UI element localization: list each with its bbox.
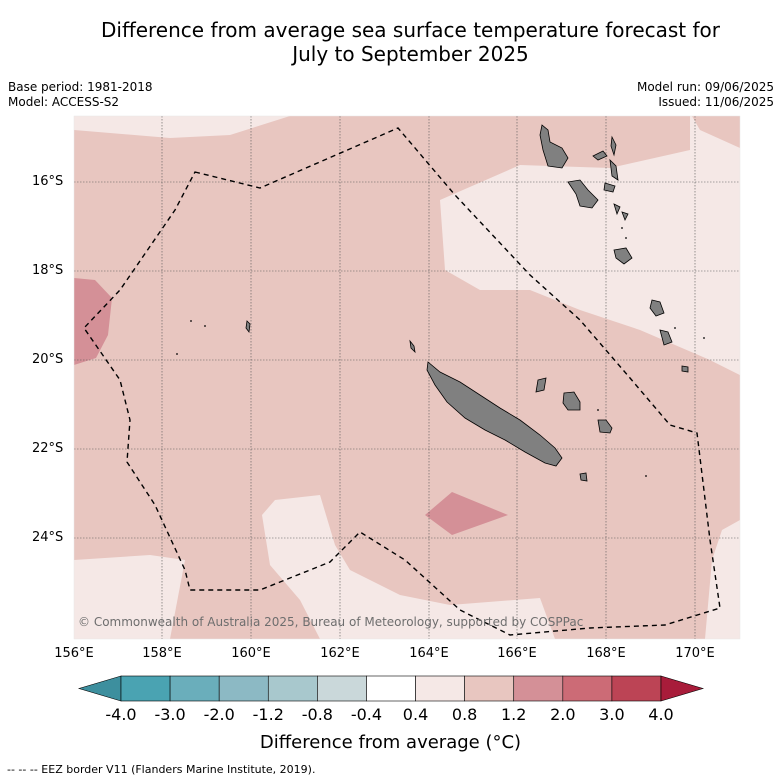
- epi-island: [613, 203, 621, 216]
- colorbar-tick-label: 1.2: [500, 705, 527, 724]
- lon-label-160e: 160°E: [231, 646, 271, 661]
- issued-date: Issued: 11/06/2025: [658, 95, 774, 109]
- erromango-island: [649, 299, 665, 317]
- warm-region-central: [425, 492, 508, 535]
- colorbar-tick-label: -4.0: [105, 705, 137, 724]
- colorbar-segment: [366, 675, 416, 702]
- warm-region-west: [74, 278, 112, 365]
- model-run: Model run: 09/06/2025: [636, 80, 774, 94]
- base-region-northeast: [692, 116, 740, 148]
- graticule: [74, 116, 740, 639]
- light-region-edge: [710, 300, 740, 375]
- light-region-north: [74, 116, 290, 138]
- base-period: Base period: 1981-2018: [8, 80, 153, 94]
- colorbar-segment: [169, 675, 220, 702]
- colorbar-tick-label: -0.8: [301, 705, 333, 724]
- colorbar-segment: [218, 675, 269, 702]
- lon-label-158e: 158°E: [142, 646, 182, 661]
- malakula-island: [567, 179, 599, 209]
- map-area: © Commonwealth of Australia 2025, Bureau…: [74, 116, 740, 639]
- colorbar-tick-label: -2.0: [203, 705, 235, 724]
- eez-border: [83, 127, 721, 636]
- eez-legend-note: -- -- -- EEZ border V11 (Flanders Marine…: [7, 763, 316, 776]
- lon-label-170e: 170°E: [675, 646, 715, 661]
- land-masses: [245, 124, 689, 482]
- efate-island: [613, 247, 633, 265]
- model-name: Model: ACCESS-S2: [8, 95, 120, 109]
- map-frame: [73, 115, 741, 640]
- lat-label-24s: 24°S: [32, 530, 64, 545]
- meta-right: Model run: 09/06/2025 Issued: 11/06/2025: [637, 80, 774, 110]
- colorbar-extend-high: [660, 675, 705, 702]
- colorbar-tick-label: 0.8: [451, 705, 478, 724]
- colorbar-segment: [562, 675, 613, 702]
- maewo-island: [610, 135, 617, 157]
- small-islets: [176, 227, 705, 477]
- colorbar-segment: [317, 675, 367, 702]
- colorbar-extend-low: [77, 675, 122, 702]
- colorbar-tick-label: -3.0: [154, 705, 186, 724]
- chart-title: Difference from average sea surface temp…: [40, 18, 781, 66]
- colorbar-tick-label: 3.0: [599, 705, 625, 724]
- colorbar: [77, 675, 705, 702]
- light-region-southwest: [74, 555, 185, 639]
- colorbar-tick-label: 2.0: [550, 705, 576, 724]
- colorbar-tick-label: -0.4: [350, 705, 383, 724]
- copyright-text: © Commonwealth of Australia 2025, Bureau…: [78, 615, 583, 629]
- ambae-island: [592, 150, 608, 161]
- espiritu-santo-island: [539, 124, 569, 169]
- lon-label-168e: 168°E: [586, 646, 626, 661]
- colorbar-segment: [464, 675, 515, 702]
- lon-label-166e: 166°E: [497, 646, 537, 661]
- lon-label-164e: 164°E: [409, 646, 449, 661]
- lon-label-156e: 156°E: [54, 646, 94, 661]
- lat-label-16s: 16°S: [32, 174, 64, 189]
- colorbar-segment: [120, 675, 171, 702]
- shepherd-islets: [621, 211, 629, 221]
- mare-island: [597, 419, 613, 434]
- ambrym-island: [603, 182, 616, 193]
- colorbar-segment: [513, 675, 564, 702]
- tanna-island: [659, 329, 673, 346]
- isle-of-pines: [579, 472, 588, 482]
- new-caledonia-island: [426, 361, 563, 467]
- chesterfield-islet: [245, 320, 251, 334]
- colorbar-segment: [415, 675, 465, 702]
- meta-left: Base period: 1981-2018 Model: ACCESS-S2: [8, 80, 153, 110]
- lat-label-18s: 18°S: [32, 263, 64, 278]
- colorbar-tick-label: 4.0: [648, 705, 674, 724]
- lat-label-20s: 20°S: [32, 352, 64, 367]
- ouvea-island: [535, 377, 547, 393]
- colorbar-segment: [267, 675, 318, 702]
- light-region-east: [440, 116, 740, 375]
- colorbar-tick-label: 0.4: [402, 705, 429, 724]
- title-line-1: Difference from average sea surface temp…: [100, 18, 720, 42]
- colorbar-label: Difference from average (°C): [259, 732, 522, 753]
- pentecost-island: [609, 158, 619, 181]
- lifou-island: [562, 391, 581, 411]
- lon-label-162e: 162°E: [320, 646, 360, 661]
- colorbar-segment: [611, 675, 662, 702]
- belep-islet: [409, 339, 416, 354]
- lat-label-22s: 22°S: [32, 441, 64, 456]
- light-region-south: [262, 495, 555, 639]
- colorbar-tick-label: -1.2: [252, 705, 284, 724]
- aneityum-island: [681, 365, 689, 373]
- title-line-2: July to September 2025: [292, 42, 529, 66]
